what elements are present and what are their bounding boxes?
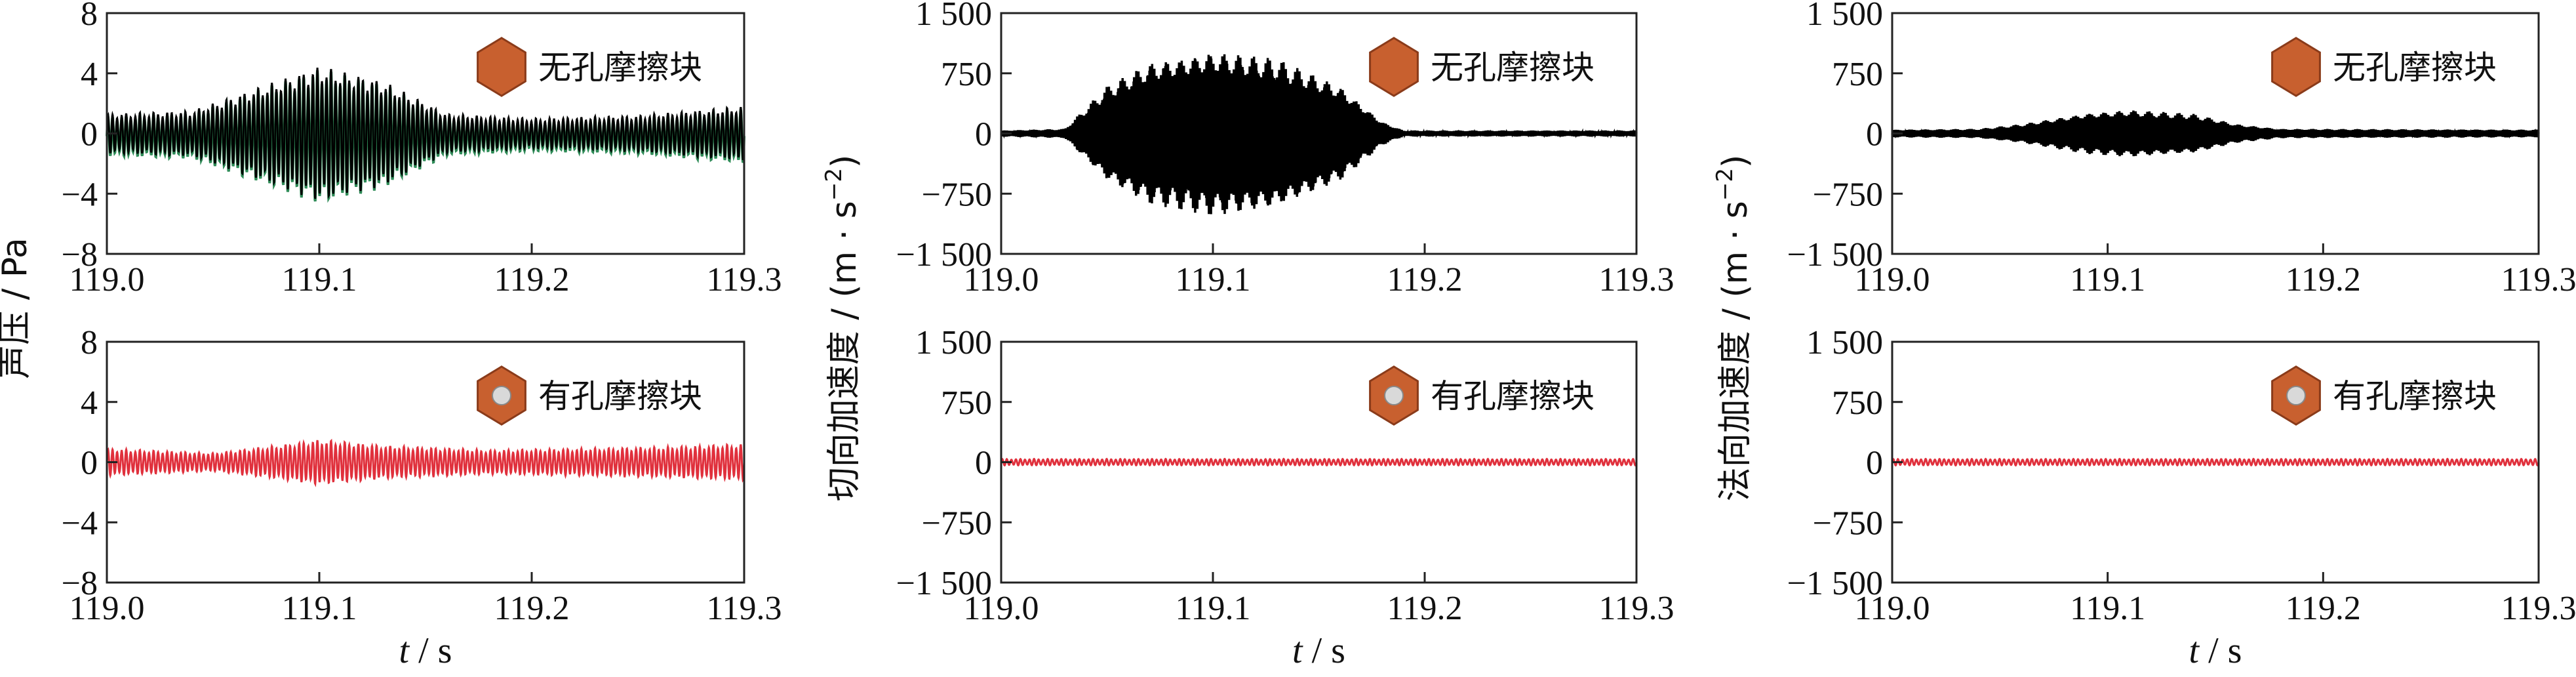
y-tick-label: −4 xyxy=(62,176,98,213)
brake-pad-icon xyxy=(2271,37,2321,97)
x-tick-label: 119.0 xyxy=(1854,261,1930,298)
x-tick-label: 119.1 xyxy=(1175,590,1250,627)
x-tick-label: 119.3 xyxy=(1598,261,1674,298)
y-tick-label: 0 xyxy=(975,445,992,482)
x-tick-label: 119.1 xyxy=(2070,261,2145,298)
legend-label: 有孔摩擦块 xyxy=(538,377,702,415)
y-tick-label: −8 xyxy=(62,565,98,602)
y-tick-label: 8 xyxy=(81,324,98,361)
y-tick-label: 4 xyxy=(81,56,98,93)
x-tick-label: 119.2 xyxy=(1387,261,1462,298)
panel-sound-pressure-hole: −8 −4 0 4 8 119.0 119.1 119.2 119.3 t / s 有孔摩擦块 xyxy=(62,324,782,671)
series-trace xyxy=(1000,54,1638,215)
series-trace xyxy=(106,438,745,487)
x-tick-label: 119.1 xyxy=(281,261,357,298)
x-tick-label: 119.0 xyxy=(69,261,144,298)
pad-hole-icon xyxy=(1384,386,1404,405)
y-tick-label: −1 500 xyxy=(896,236,992,274)
brake-pad-icon xyxy=(1369,37,1419,97)
y-tick-label: 750 xyxy=(941,56,992,93)
x-tick-label: 119.1 xyxy=(281,590,357,627)
y-tick-label: 1 500 xyxy=(1806,324,1883,361)
series-trace xyxy=(1000,457,1638,467)
x-tick-label: 119.2 xyxy=(494,590,569,627)
y-tick-label: 0 xyxy=(81,116,98,154)
y-tick-label: −750 xyxy=(1813,504,1883,542)
y-tick-label: 0 xyxy=(975,116,992,154)
y-axis-title: 切向加速度 / (m · s−2) xyxy=(821,155,864,502)
x-tick-label: 119.2 xyxy=(2286,261,2361,298)
y-tick-label: 750 xyxy=(941,384,992,422)
x-tick-label: 119.0 xyxy=(69,590,144,627)
y-tick-label: −750 xyxy=(922,504,992,542)
panel-tangential-accel-hole: −1 500 −750 0 750 1 500 119.0 119.1 119.2 119.3 t… xyxy=(821,155,1674,671)
series-trace xyxy=(106,68,745,199)
y-tick-label: 1 500 xyxy=(915,324,992,361)
y-tick-label: −4 xyxy=(62,504,98,542)
x-tick-label: 119.3 xyxy=(706,590,782,627)
y-tick-label: 0 xyxy=(1866,116,1883,154)
legend-label: 无孔摩擦块 xyxy=(2333,49,2497,87)
series-trace xyxy=(1891,110,2540,157)
panel-normal-accel-hole: −1 500 −750 0 750 1 500 119.0 119.1 119.2 119.3 t… xyxy=(1712,155,2576,671)
x-axis-label: t / s xyxy=(399,630,452,671)
y-tick-label: 8 xyxy=(81,0,98,33)
x-tick-label: 119.1 xyxy=(1175,261,1250,298)
x-axis-label: t / s xyxy=(1292,630,1345,671)
x-tick-label: 119.2 xyxy=(494,261,569,298)
panel-tangential-accel-no-hole: −1 500 −750 0 750 1 500 119.0 119.1 119.2 119.3 无… xyxy=(896,0,1674,298)
x-tick-label: 119.2 xyxy=(2286,590,2361,627)
y-tick-label: −1 500 xyxy=(896,565,992,602)
legend-label: 有孔摩擦块 xyxy=(2333,377,2497,415)
y-tick-label: −750 xyxy=(922,176,992,213)
panel-normal-accel-no-hole: −1 500 −750 0 750 1 500 119.0 119.1 119.2 119.3 无… xyxy=(1787,0,2576,298)
x-tick-label: 119.0 xyxy=(963,590,1039,627)
y-tick-label: −1 500 xyxy=(1787,236,1883,274)
y-tick-label: 750 xyxy=(1832,384,1883,422)
y-axis-title: 声压 / Pa xyxy=(0,237,35,379)
y-tick-label: 1 500 xyxy=(1806,0,1883,33)
series-trace xyxy=(1891,457,2540,467)
x-axis-label: t / s xyxy=(2189,630,2242,671)
y-tick-label: −750 xyxy=(1813,176,1883,213)
y-tick-label: 750 xyxy=(1832,56,1883,93)
legend-label: 有孔摩擦块 xyxy=(1431,377,1595,415)
pad-hole-icon xyxy=(2286,386,2306,405)
x-tick-label: 119.3 xyxy=(2501,261,2576,298)
y-tick-label: 4 xyxy=(81,384,98,422)
pad-hole-icon xyxy=(492,386,511,405)
legend-label: 无孔摩擦块 xyxy=(1431,49,1595,87)
y-tick-label: 0 xyxy=(1866,445,1883,482)
y-tick-label: −8 xyxy=(62,236,98,274)
legend-label: 无孔摩擦块 xyxy=(538,49,702,87)
x-tick-label: 119.0 xyxy=(963,261,1039,298)
y-axis-title: 法向加速度 / (m · s−2) xyxy=(1712,155,1755,502)
brake-pad-icon xyxy=(477,37,526,97)
x-tick-label: 119.3 xyxy=(1598,590,1674,627)
y-tick-label: 0 xyxy=(81,445,98,482)
x-tick-label: 119.0 xyxy=(1854,590,1930,627)
x-tick-label: 119.3 xyxy=(2501,590,2576,627)
x-tick-label: 119.2 xyxy=(1387,590,1462,627)
y-tick-label: 1 500 xyxy=(915,0,992,33)
x-tick-label: 119.1 xyxy=(2070,590,2145,627)
x-tick-label: 119.3 xyxy=(706,261,782,298)
y-tick-label: −1 500 xyxy=(1787,565,1883,602)
